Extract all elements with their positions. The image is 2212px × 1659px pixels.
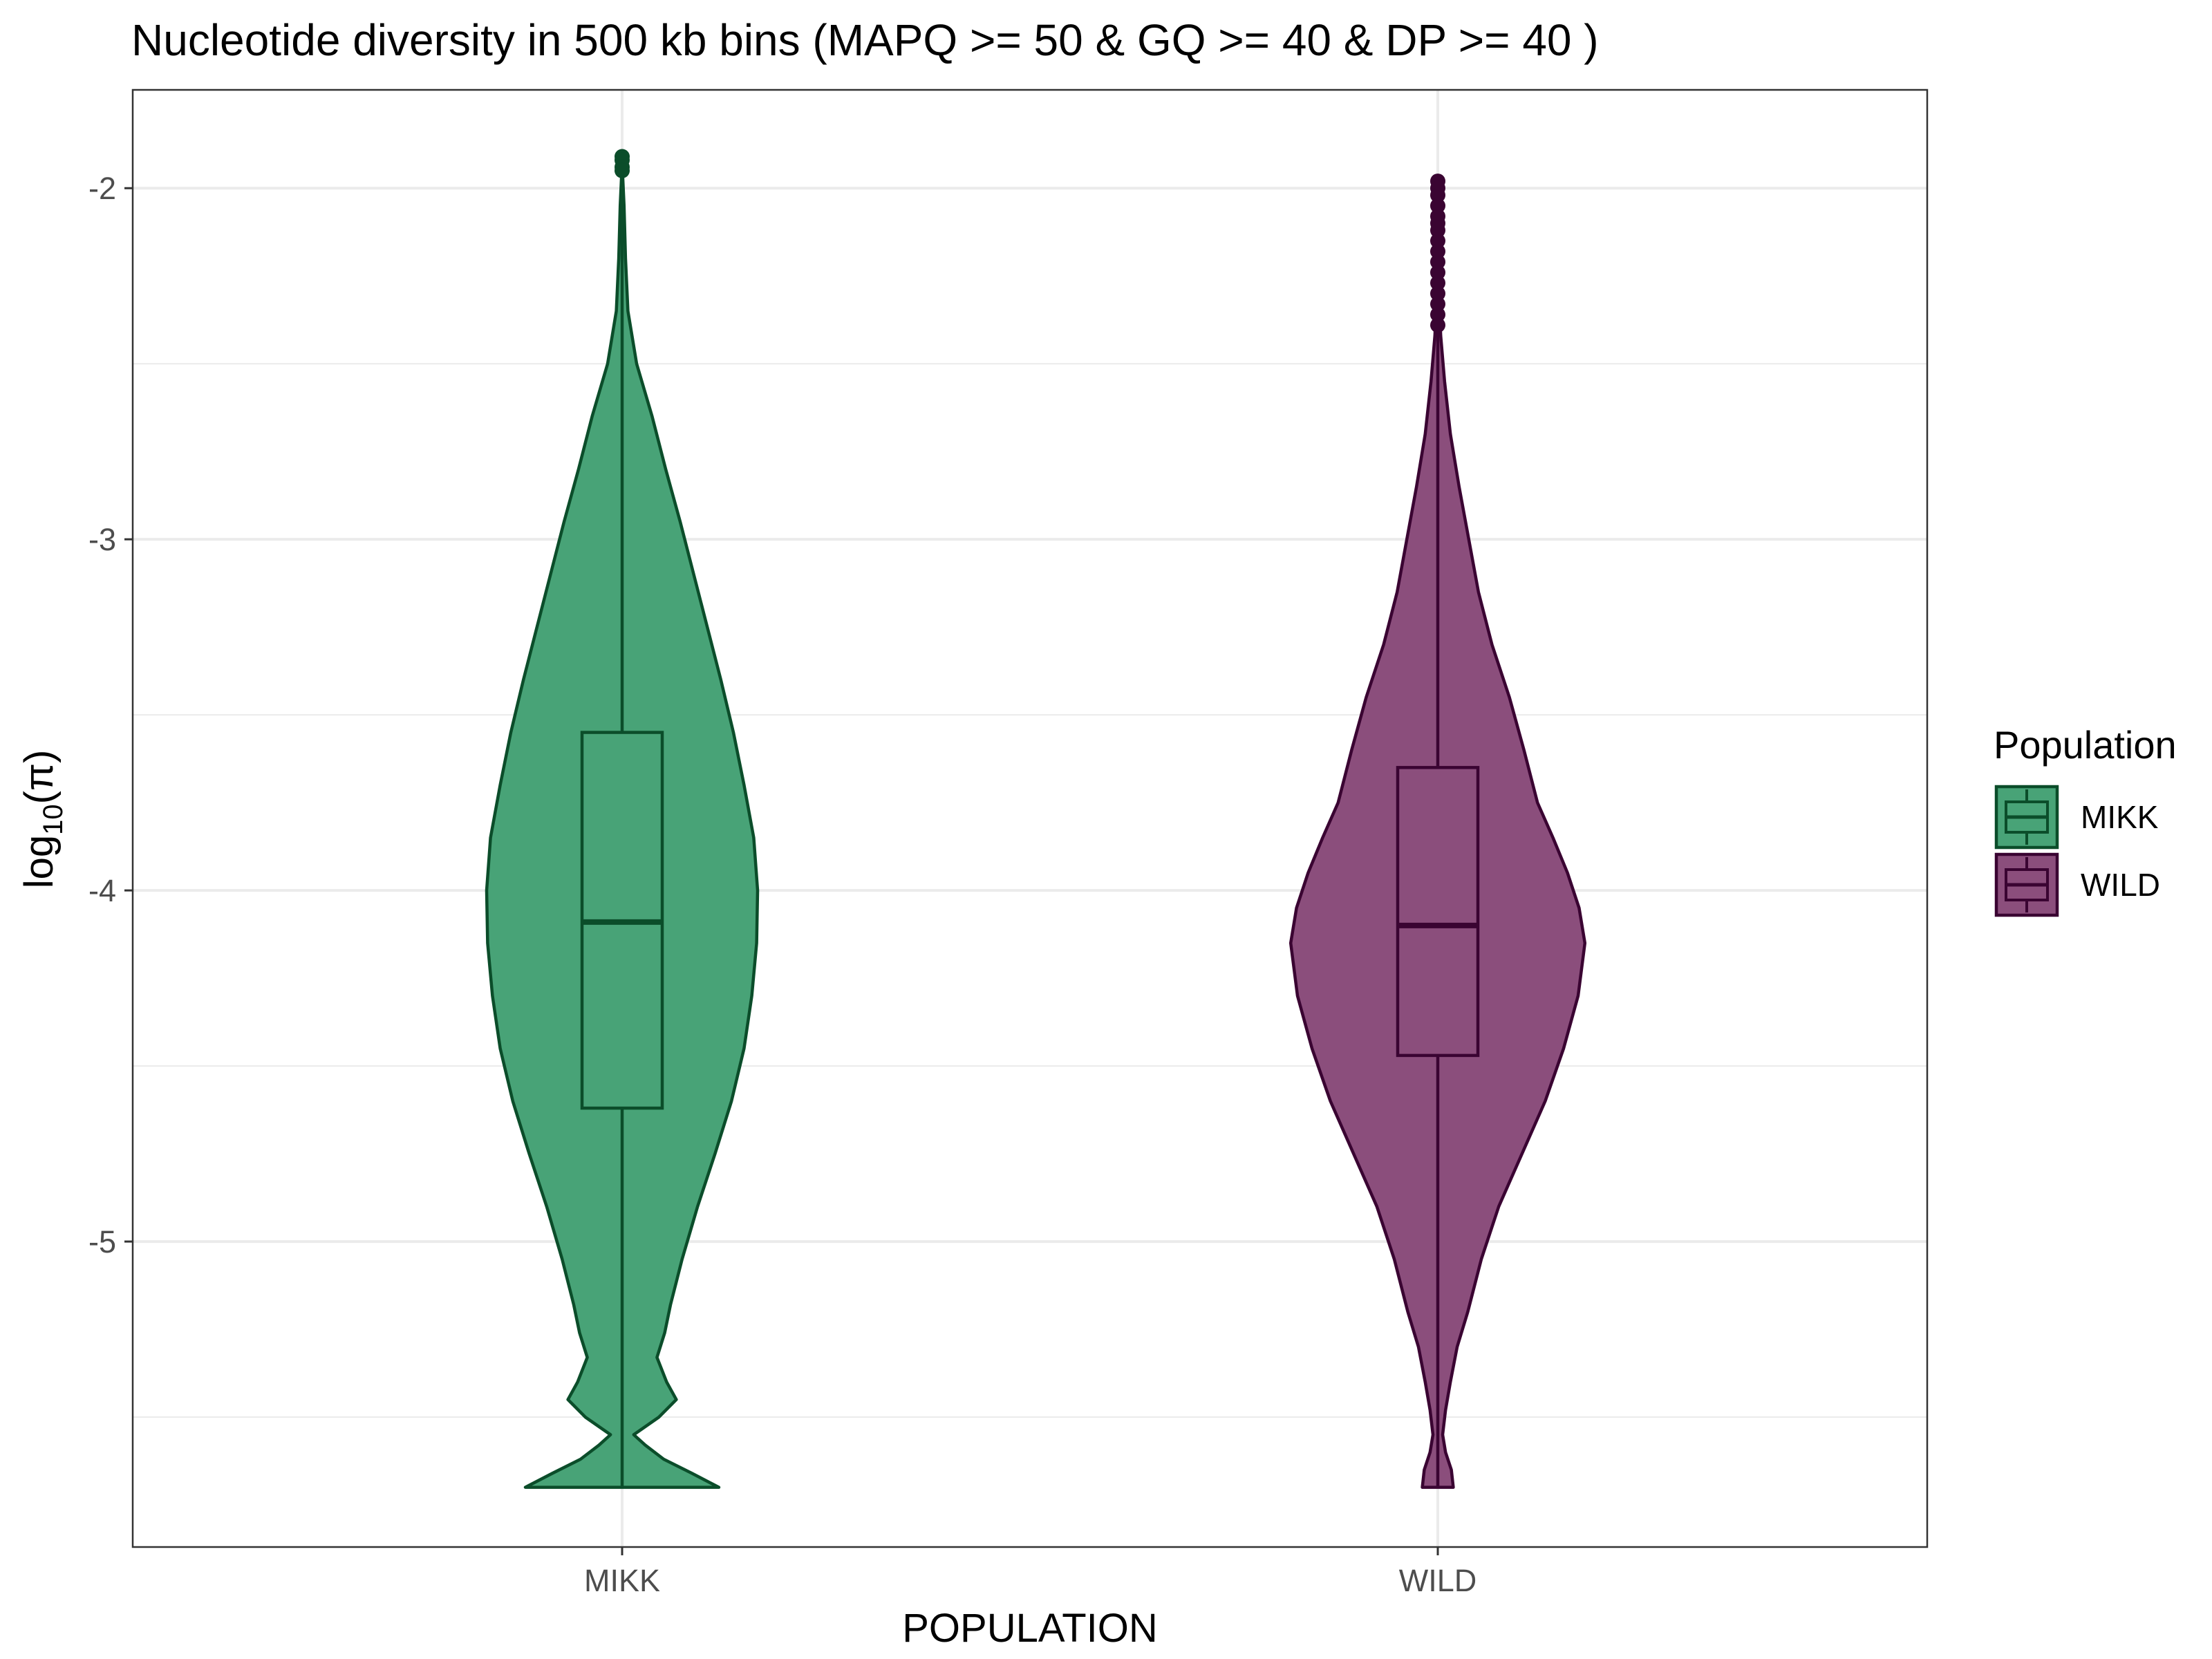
- outlier-point: [1430, 317, 1445, 333]
- x-tick-label: WILD: [1399, 1563, 1477, 1598]
- y-tick-label: -3: [88, 522, 116, 557]
- y-tick-label: -2: [88, 171, 116, 206]
- outlier-point: [1430, 233, 1445, 249]
- legend-title: Population: [1994, 723, 2177, 767]
- y-axis-title-suffix: (π): [17, 750, 62, 805]
- outlier-point: [1430, 187, 1445, 203]
- plot-panel-border: [131, 88, 1929, 1548]
- y-tick-label: -5: [88, 1224, 116, 1259]
- outlier-point: [1430, 223, 1445, 238]
- x-axis-title: POPULATION: [902, 1606, 1158, 1651]
- legend: Population MIKK WILD: [1994, 723, 2177, 917]
- outlier-point: [1430, 296, 1445, 312]
- plot-panel-background: [133, 90, 1927, 1547]
- y-axis-title-base: log: [17, 835, 62, 888]
- grid-lines: [133, 90, 1927, 1547]
- legend-label: MIKK: [2081, 799, 2159, 835]
- outlier-point: [1430, 285, 1445, 301]
- outlier-point: [1430, 198, 1445, 214]
- legend-entries: MIKK WILD: [1994, 785, 2160, 917]
- boxplots: [580, 177, 1480, 1488]
- y-axis: -2 -3 -4 -5: [88, 171, 133, 1259]
- x-tick-label: MIKK: [584, 1563, 660, 1598]
- outlier-point: [1430, 307, 1445, 323]
- y-axis-title-subscript: 10: [38, 804, 68, 835]
- y-tick-label: -4: [88, 873, 116, 908]
- legend-label: WILD: [2081, 867, 2160, 903]
- outlier-point: [1430, 275, 1445, 291]
- legend-entry-wild: WILD: [1994, 852, 2160, 917]
- chart-title: Nucleotide diversity in 500 kb bins (MAP…: [131, 15, 1599, 65]
- legend-entry-mikk: MIKK: [1994, 785, 2159, 850]
- outlier-points: [615, 149, 1445, 333]
- y-axis-title: log10(π): [17, 750, 68, 889]
- x-axis: MIKK WILD: [584, 1547, 1477, 1598]
- outlier-point: [615, 162, 630, 178]
- outlier-point: [1430, 243, 1445, 259]
- outlier-point: [1430, 265, 1445, 281]
- outlier-point: [1430, 254, 1445, 270]
- box-wild: [1396, 766, 1480, 1058]
